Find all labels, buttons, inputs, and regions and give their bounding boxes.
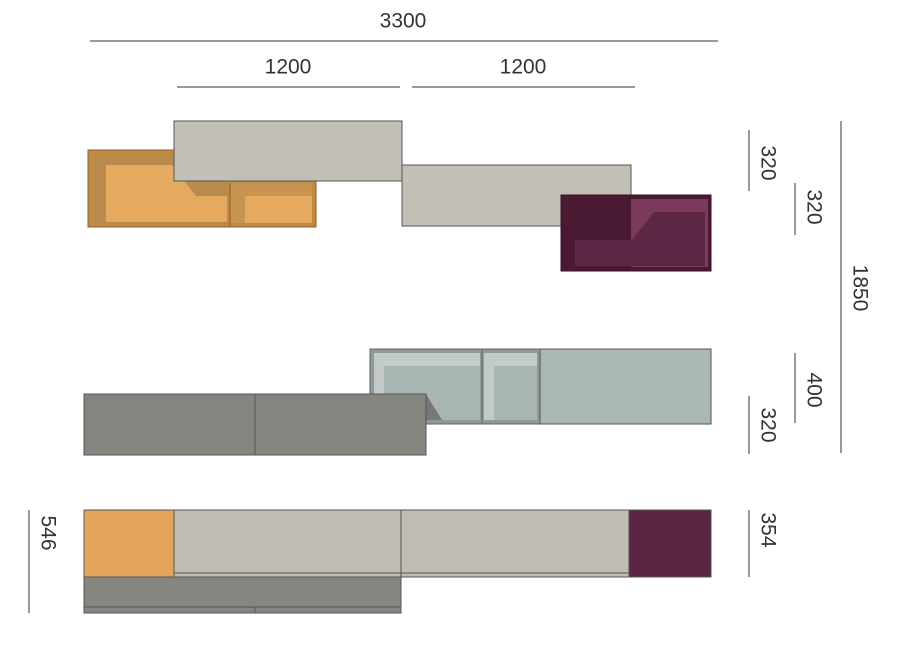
unit-interior: [245, 196, 312, 223]
dimension-label: 400: [802, 372, 825, 407]
panel: [83, 509, 175, 578]
dimension-lines: [28, 40, 842, 613]
dimension-label: 1200: [265, 56, 312, 79]
panel: [173, 509, 402, 578]
dimension-label: 1850: [848, 265, 871, 312]
bottom-group: [83, 509, 712, 614]
dimension-label: 320: [802, 189, 825, 224]
panel: [173, 120, 403, 182]
panel: [539, 348, 712, 425]
unit-interior: [494, 366, 537, 420]
panel: [400, 509, 630, 578]
panel: [83, 576, 402, 614]
dimension-label: 546: [36, 515, 59, 550]
top-group: [87, 120, 712, 272]
panel: [628, 509, 712, 578]
dimension-label: 3300: [380, 10, 427, 33]
shadow: [426, 394, 442, 420]
dimension-label: 354: [756, 512, 779, 547]
middle-group: [83, 348, 712, 456]
dimension-label: 1200: [500, 56, 547, 79]
dimension-label: 320: [756, 145, 779, 180]
unit-interior: [575, 212, 705, 266]
unit-interior: [106, 165, 227, 222]
dimension-label: 320: [756, 407, 779, 442]
